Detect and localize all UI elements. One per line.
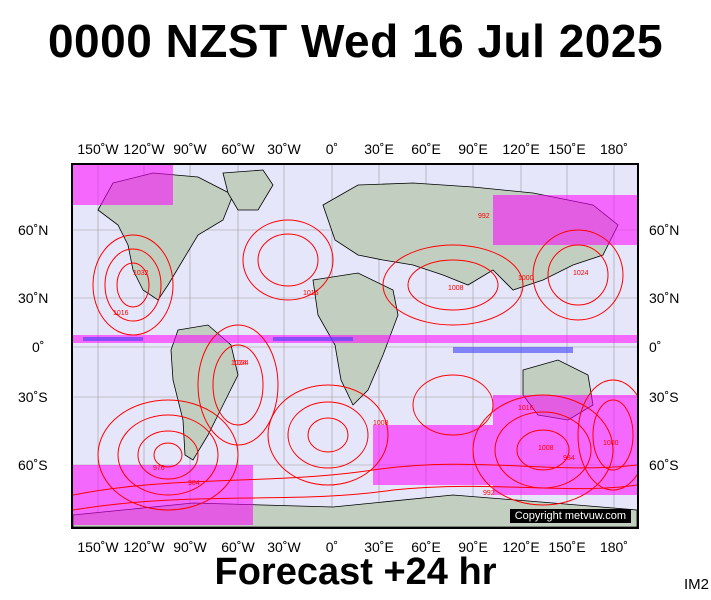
lon-tick-top: 30˚E [364,141,394,157]
lon-tick-bottom: 180˚ [599,539,629,555]
lon-tick-bottom: 30˚E [364,539,394,555]
lon-tick-top: 60˚E [411,141,441,157]
isobar-label: 1016 [518,405,534,412]
lon-tick-top: 60˚W [221,141,255,157]
lat-tick-right: 0˚ [649,339,662,355]
lat-tick-right: 30˚S [649,389,679,405]
isobar-label: 1008 [538,445,554,452]
lon-tick-top: 0˚ [325,141,339,157]
isobar-label: 1016 [113,310,129,317]
isobar-label: 1000 [518,275,534,282]
lon-tick-bottom: 120˚W [123,539,165,555]
isobar-label: 976 [153,465,165,472]
lon-tick-top: 30˚W [267,141,301,157]
lon-tick-top: 120˚W [123,141,165,157]
model-tag: IM2 [683,576,709,593]
lon-tick-bottom: 0˚ [325,539,339,555]
lon-tick-bottom: 150˚E [548,539,586,555]
lat-tick-left: 30˚S [18,389,48,405]
south-america [170,324,239,461]
lat-tick-right: 30˚N [649,290,680,306]
lon-tick-top: 150˚W [77,141,119,157]
weather-map: 1016 1024 1008 1000 992 984 976 1032 100… [71,163,639,529]
lat-tick-right: 60˚N [649,222,680,238]
isobar-label: 1016 [303,290,319,297]
isobar-label: 1000 [603,440,619,447]
lon-tick-bottom: 30˚W [267,539,301,555]
isobar-label: 1032 [133,270,149,277]
isobar-label: 1024 [231,360,247,367]
lon-tick-bottom: 120˚E [502,539,540,555]
isobar-label: 1008 [373,420,389,427]
forecast-label: Forecast +24 hr [214,551,497,593]
isobar-label: 984 [188,480,200,487]
precipitation-heavy [83,337,573,353]
map-title: 0000 NZST Wed 16 Jul 2025 [47,15,664,67]
lon-tick-bottom: 90˚E [458,539,488,555]
lat-tick-left: 0˚ [32,339,45,355]
isobar-label: 1024 [573,270,589,277]
lat-tick-left: 60˚S [18,457,48,473]
lon-tick-top: 90˚E [458,141,488,157]
lon-tick-top: 150˚E [548,141,586,157]
lat-tick-left: 30˚N [18,290,49,306]
lat-tick-left: 60˚N [18,222,49,238]
greenland [222,169,274,211]
isobar-label: 992 [483,490,495,497]
map-canvas: 1016 1024 1008 1000 992 984 976 1032 100… [73,165,637,527]
lon-tick-bottom: 60˚E [411,539,441,555]
lon-tick-bottom: 60˚W [221,539,255,555]
isobar-label: 1008 [448,285,464,292]
lon-tick-top: 180˚ [599,141,629,157]
isobars [73,219,637,511]
lon-tick-top: 120˚E [502,141,540,157]
isobar-label: 992 [478,213,490,220]
isobar-labels: 1016 1024 1008 1000 992 984 976 1032 100… [113,213,619,497]
isobar-label: 984 [563,455,575,462]
lon-tick-top: 90˚W [173,141,207,157]
lon-tick-bottom: 90˚W [173,539,207,555]
lon-tick-bottom: 150˚W [77,539,119,555]
lat-tick-right: 60˚S [649,457,679,473]
copyright-badge: Copyright metvuw.com [509,509,631,523]
isobar-label: 1024 [233,360,249,367]
